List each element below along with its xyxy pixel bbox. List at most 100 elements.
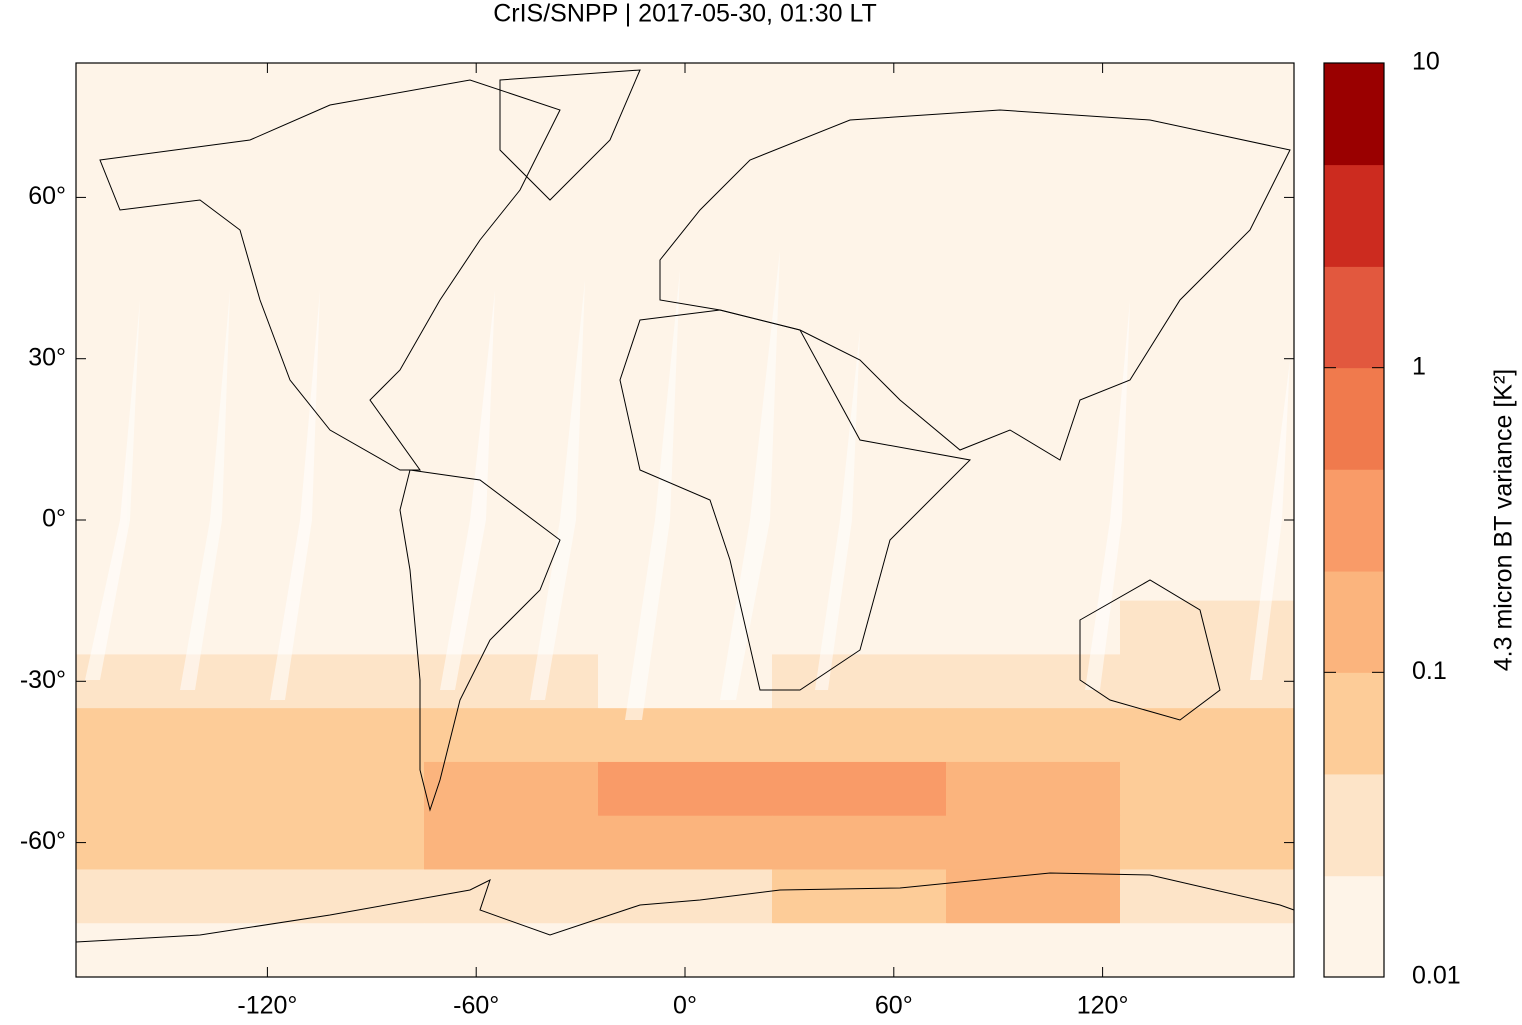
colorbar-tick-label: 1 (1412, 352, 1426, 380)
heat-cell (250, 923, 425, 978)
heat-cell (424, 869, 599, 924)
heat-cell (598, 869, 773, 924)
heat-cell (772, 385, 947, 440)
heat-cell (946, 439, 1121, 494)
y-tick-label: -60° (20, 827, 66, 855)
heat-cell (250, 385, 425, 440)
colorbar-tick-label: 0.1 (1412, 657, 1447, 685)
heat-cell (772, 278, 947, 333)
heat-cell (772, 761, 947, 817)
x-tick-label: -60° (453, 992, 499, 1020)
heat-cell (946, 493, 1121, 548)
heat-cell (1120, 224, 1295, 279)
x-tick-label: -120° (237, 992, 297, 1020)
heat-cell (946, 923, 1121, 978)
heat-cell (946, 761, 1121, 817)
heat-cell (946, 385, 1121, 440)
heat-cell (424, 923, 599, 978)
heat-cell (250, 170, 425, 225)
x-tick-label: 120° (1077, 992, 1129, 1020)
colorbar-band (1324, 875, 1384, 978)
heat-cell (76, 493, 251, 548)
colorbar-band (1324, 63, 1384, 166)
colorbar-band (1324, 571, 1384, 673)
heat-cell (598, 761, 773, 817)
orbit-gaps (85, 250, 1290, 720)
heat-cell (424, 331, 599, 387)
heat-cell (250, 63, 425, 118)
heat-cell (598, 815, 773, 870)
heat-cell (76, 331, 251, 387)
heat-cell (424, 546, 599, 602)
heat-cell (946, 63, 1121, 118)
heat-cell (772, 708, 947, 763)
heat-cell (598, 170, 773, 225)
colorbar-tick-label: 10 (1412, 48, 1440, 76)
heat-cell (772, 654, 947, 709)
colorbar-band (1324, 367, 1384, 470)
heat-cell (946, 546, 1121, 602)
coastlines (75, 69, 1295, 943)
chart-title: CrIS/SNPP | 2017-05-30, 01:30 LT (493, 0, 877, 28)
heat-cell (946, 708, 1121, 763)
heat-cell (1120, 654, 1295, 709)
heat-cell (76, 923, 251, 978)
heat-cell (772, 493, 947, 548)
colorbar-band (1324, 164, 1384, 267)
heat-cell (424, 170, 599, 225)
heat-cell (598, 116, 773, 172)
heat-cell (76, 63, 251, 118)
heat-cell (76, 761, 251, 817)
heat-cell (598, 331, 773, 387)
heat-cell (1120, 761, 1295, 817)
heat-cell (946, 170, 1121, 225)
heat-cell (250, 493, 425, 548)
heat-cell (1120, 493, 1295, 548)
heat-cell (76, 815, 251, 870)
heat-cell (772, 63, 947, 118)
heat-cell (1120, 331, 1295, 387)
colorbar-band (1324, 672, 1384, 775)
heat-cell (424, 708, 599, 763)
heat-cell (250, 708, 425, 763)
heat-cell (946, 815, 1121, 870)
heat-cell (76, 708, 251, 763)
heat-cell (250, 224, 425, 279)
heat-cell (250, 869, 425, 924)
heat-cell (772, 224, 947, 279)
heat-cell (772, 546, 947, 602)
heat-cell (772, 869, 947, 924)
colorbar-band (1324, 469, 1384, 572)
heat-cell (946, 600, 1121, 655)
heat-cell (598, 278, 773, 333)
heat-cell (250, 546, 425, 602)
heat-cell (598, 224, 773, 279)
heat-cell (76, 224, 251, 279)
heat-cell (1120, 923, 1295, 978)
heat-cell (424, 815, 599, 870)
colorbar-band (1324, 266, 1384, 369)
heat-cell (424, 761, 599, 817)
colorbar-label: 4.3 micron BT variance [K²] (1490, 369, 1518, 671)
heat-cell (250, 439, 425, 494)
heat-cell (1120, 278, 1295, 333)
heat-cell (1120, 869, 1295, 924)
heat-cell (250, 278, 425, 333)
heat-cell (250, 761, 425, 817)
colorbar (1324, 63, 1384, 978)
heat-cell (250, 331, 425, 387)
colorbar-tick-label: 0.01 (1412, 962, 1461, 990)
heat-cell (250, 116, 425, 172)
heat-cell (772, 815, 947, 870)
heat-cell (598, 708, 773, 763)
heat-cell (250, 815, 425, 870)
x-tick-label: 0° (673, 992, 697, 1020)
heat-cell (946, 869, 1121, 924)
heat-cell (598, 654, 773, 709)
heat-cell (946, 278, 1121, 333)
heat-cell (76, 170, 251, 225)
heat-cell (598, 439, 773, 494)
heat-cell (946, 224, 1121, 279)
heat-cell (1120, 815, 1295, 870)
